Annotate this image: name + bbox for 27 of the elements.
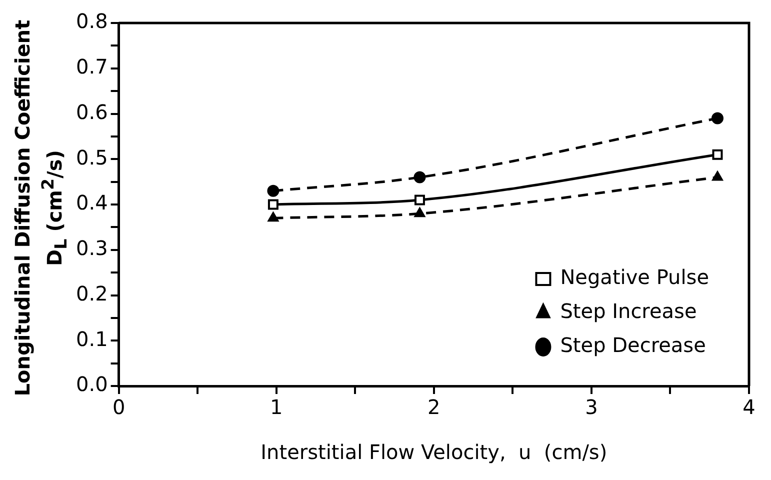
legend-label: Negative Pulse [560,265,709,290]
x-axis-title: Interstitial Flow Velocity, u (cm/s) [260,440,608,464]
point [267,184,280,197]
x-tick-label: 3 [585,395,598,420]
point [268,212,279,222]
y-tick-label: 0.8 [76,9,108,34]
legend-label: Step Decrease [560,333,706,358]
point [268,199,278,210]
point [414,171,426,184]
point [414,194,425,206]
point [712,171,723,181]
legend-label: Step Increase [560,299,697,324]
point [712,149,723,160]
x-tick-label: 2 [428,395,440,420]
y-tick-label: 0.2 [76,281,108,306]
y-tick-label: 0.5 [76,145,108,170]
y-tick-label: 0.0 [76,372,108,396]
x-tick-label: 1 [270,395,283,420]
y-tick-label: 0.4 [76,190,108,215]
x-tick-label: 4 [742,395,756,420]
point [414,208,426,218]
y-tick-label: 0.6 [76,100,108,124]
y-tick-label: 0.1 [76,326,108,351]
y-tick-label: 0.7 [76,54,108,79]
point [711,112,724,124]
x-tick-label: 0 [112,395,126,420]
y-tick-label: 0.3 [76,236,108,260]
